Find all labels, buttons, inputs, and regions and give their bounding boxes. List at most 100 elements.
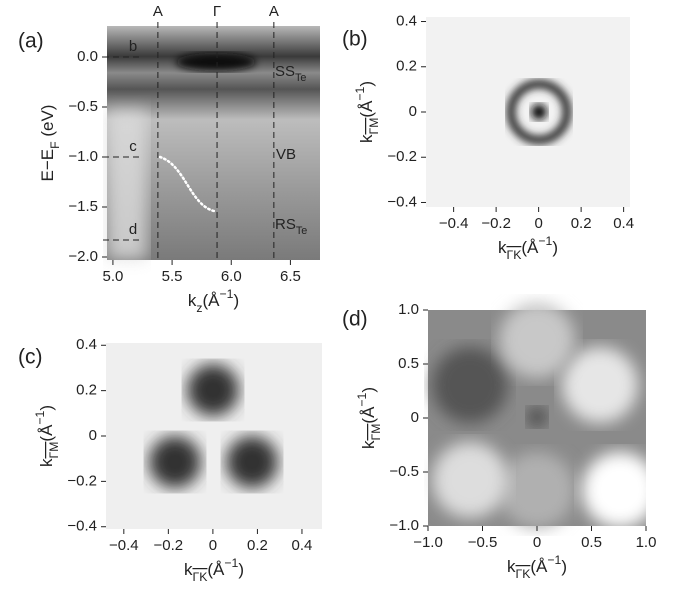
label-part: −1: [353, 86, 367, 100]
label-part: z: [196, 301, 202, 315]
label-part: k: [498, 238, 507, 257]
y-tick-label: −1.0: [389, 517, 419, 534]
label-part: VB: [276, 146, 296, 163]
x-tick-label: 0.2: [571, 215, 592, 232]
label-part: ΓM: [47, 442, 61, 459]
y-tick-label: −0.4: [387, 193, 417, 210]
y-tick-label: −0.2: [67, 472, 97, 489]
annotation: SSTe: [275, 63, 306, 84]
label-part: (Å: [359, 406, 378, 424]
label-part: ΓK: [515, 567, 531, 581]
label-part: k: [184, 560, 193, 579]
label-part: ): [37, 405, 56, 411]
label-part: k: [188, 291, 197, 310]
intensity-ring: [506, 79, 572, 145]
label-part: −1: [355, 392, 369, 406]
label-part: (Å: [37, 424, 56, 442]
label-part: ): [233, 291, 239, 310]
label-part: (Å: [530, 557, 548, 576]
y-tick-label: 0.5: [398, 355, 419, 372]
y-tick-label: −0.5: [68, 98, 98, 115]
label-part: ): [238, 560, 244, 579]
intensity-blob: [432, 442, 508, 518]
label-part: ): [357, 81, 376, 87]
reference-label: A: [269, 3, 279, 20]
x-tick-label: −0.4: [109, 537, 139, 554]
y-tick-label: 0: [411, 409, 419, 426]
cut-label: b: [129, 38, 137, 55]
label-part: SS: [275, 63, 295, 80]
annotation: VB: [276, 146, 296, 163]
y-tick-label: 0.2: [396, 58, 417, 75]
label-part: (Å: [207, 560, 225, 579]
label-part: −1: [538, 234, 552, 248]
y-tick-label: 0: [89, 427, 97, 444]
label-part: (Å: [521, 238, 539, 257]
intensity-blob: [582, 452, 658, 528]
x-axis-label: kz(Å−1): [188, 287, 239, 315]
y-axis-label: kΓM(Å−1): [353, 81, 381, 143]
x-tick-label: 5.5: [162, 268, 183, 285]
x-tick-label: −0.4: [439, 215, 469, 232]
intensity-map: [426, 17, 630, 207]
panel-label: (c): [18, 346, 43, 369]
y-axis-label: E−EF (eV): [38, 105, 62, 182]
x-tick-label: 0.4: [292, 537, 313, 554]
label-part: −1: [220, 287, 234, 301]
x-tick-label: −0.2: [154, 537, 184, 554]
intensity-blob: [107, 110, 147, 260]
label-part: k: [37, 458, 56, 467]
x-tick-label: 0: [209, 537, 217, 554]
intensity-blob: [432, 347, 508, 423]
intensity-blob: [562, 347, 638, 423]
y-tick-label: 1.0: [398, 301, 419, 318]
intensity-blob: [527, 407, 547, 427]
y-tick-label: −0.5: [389, 463, 419, 480]
y-tick-label: −0.4: [67, 518, 97, 535]
y-axis-label: kΓM(Å−1): [355, 387, 383, 449]
x-tick-label: 0: [534, 215, 542, 232]
label-part: ): [561, 557, 567, 576]
y-axis-label: kΓM(Å−1): [33, 405, 61, 467]
x-tick-label: 0.5: [581, 534, 602, 551]
y-tick-label: 0.2: [76, 382, 97, 399]
panel-label: (d): [342, 308, 368, 331]
y-tick-label: −1.5: [68, 198, 98, 215]
panel-label: (a): [18, 30, 44, 53]
y-tick-label: −1.0: [68, 148, 98, 165]
label-part: k: [507, 557, 516, 576]
cut-label: c: [129, 138, 137, 155]
label-part: (eV): [38, 105, 57, 142]
x-tick-label: 6.0: [221, 268, 242, 285]
x-tick-label: 0.2: [247, 537, 268, 554]
intensity-blob: [176, 53, 256, 71]
label-part: ΓM: [369, 424, 383, 441]
y-tick-label: 0.0: [77, 48, 98, 65]
y-tick-label: 0.4: [76, 336, 97, 353]
reference-label: Γ: [213, 3, 221, 20]
x-tick-label: 0.4: [613, 215, 634, 232]
label-part: ΓM: [367, 118, 381, 135]
panel-label: (b): [342, 28, 368, 51]
label-part: −1: [547, 553, 561, 567]
label-part: k: [357, 134, 376, 143]
label-part: E−E: [38, 149, 57, 182]
label-part: k: [359, 440, 378, 449]
y-tick-label: 0: [409, 103, 417, 120]
x-tick-label: 5.0: [102, 268, 123, 285]
x-tick-label: −0.2: [481, 215, 511, 232]
intensity-blob: [226, 436, 278, 488]
label-part: ΓK: [192, 570, 208, 584]
label-part: RS: [275, 216, 296, 233]
label-part: −1: [224, 556, 238, 570]
x-axis-label: kΓK(Å−1): [498, 234, 558, 262]
label-part: F: [48, 141, 62, 148]
x-tick-label: 1.0: [636, 534, 657, 551]
y-tick-label: −2.0: [68, 248, 98, 265]
label-part: ): [359, 387, 378, 393]
x-tick-label: −1.0: [413, 534, 443, 551]
x-tick-label: −0.5: [468, 534, 498, 551]
intensity-blob: [499, 302, 575, 378]
